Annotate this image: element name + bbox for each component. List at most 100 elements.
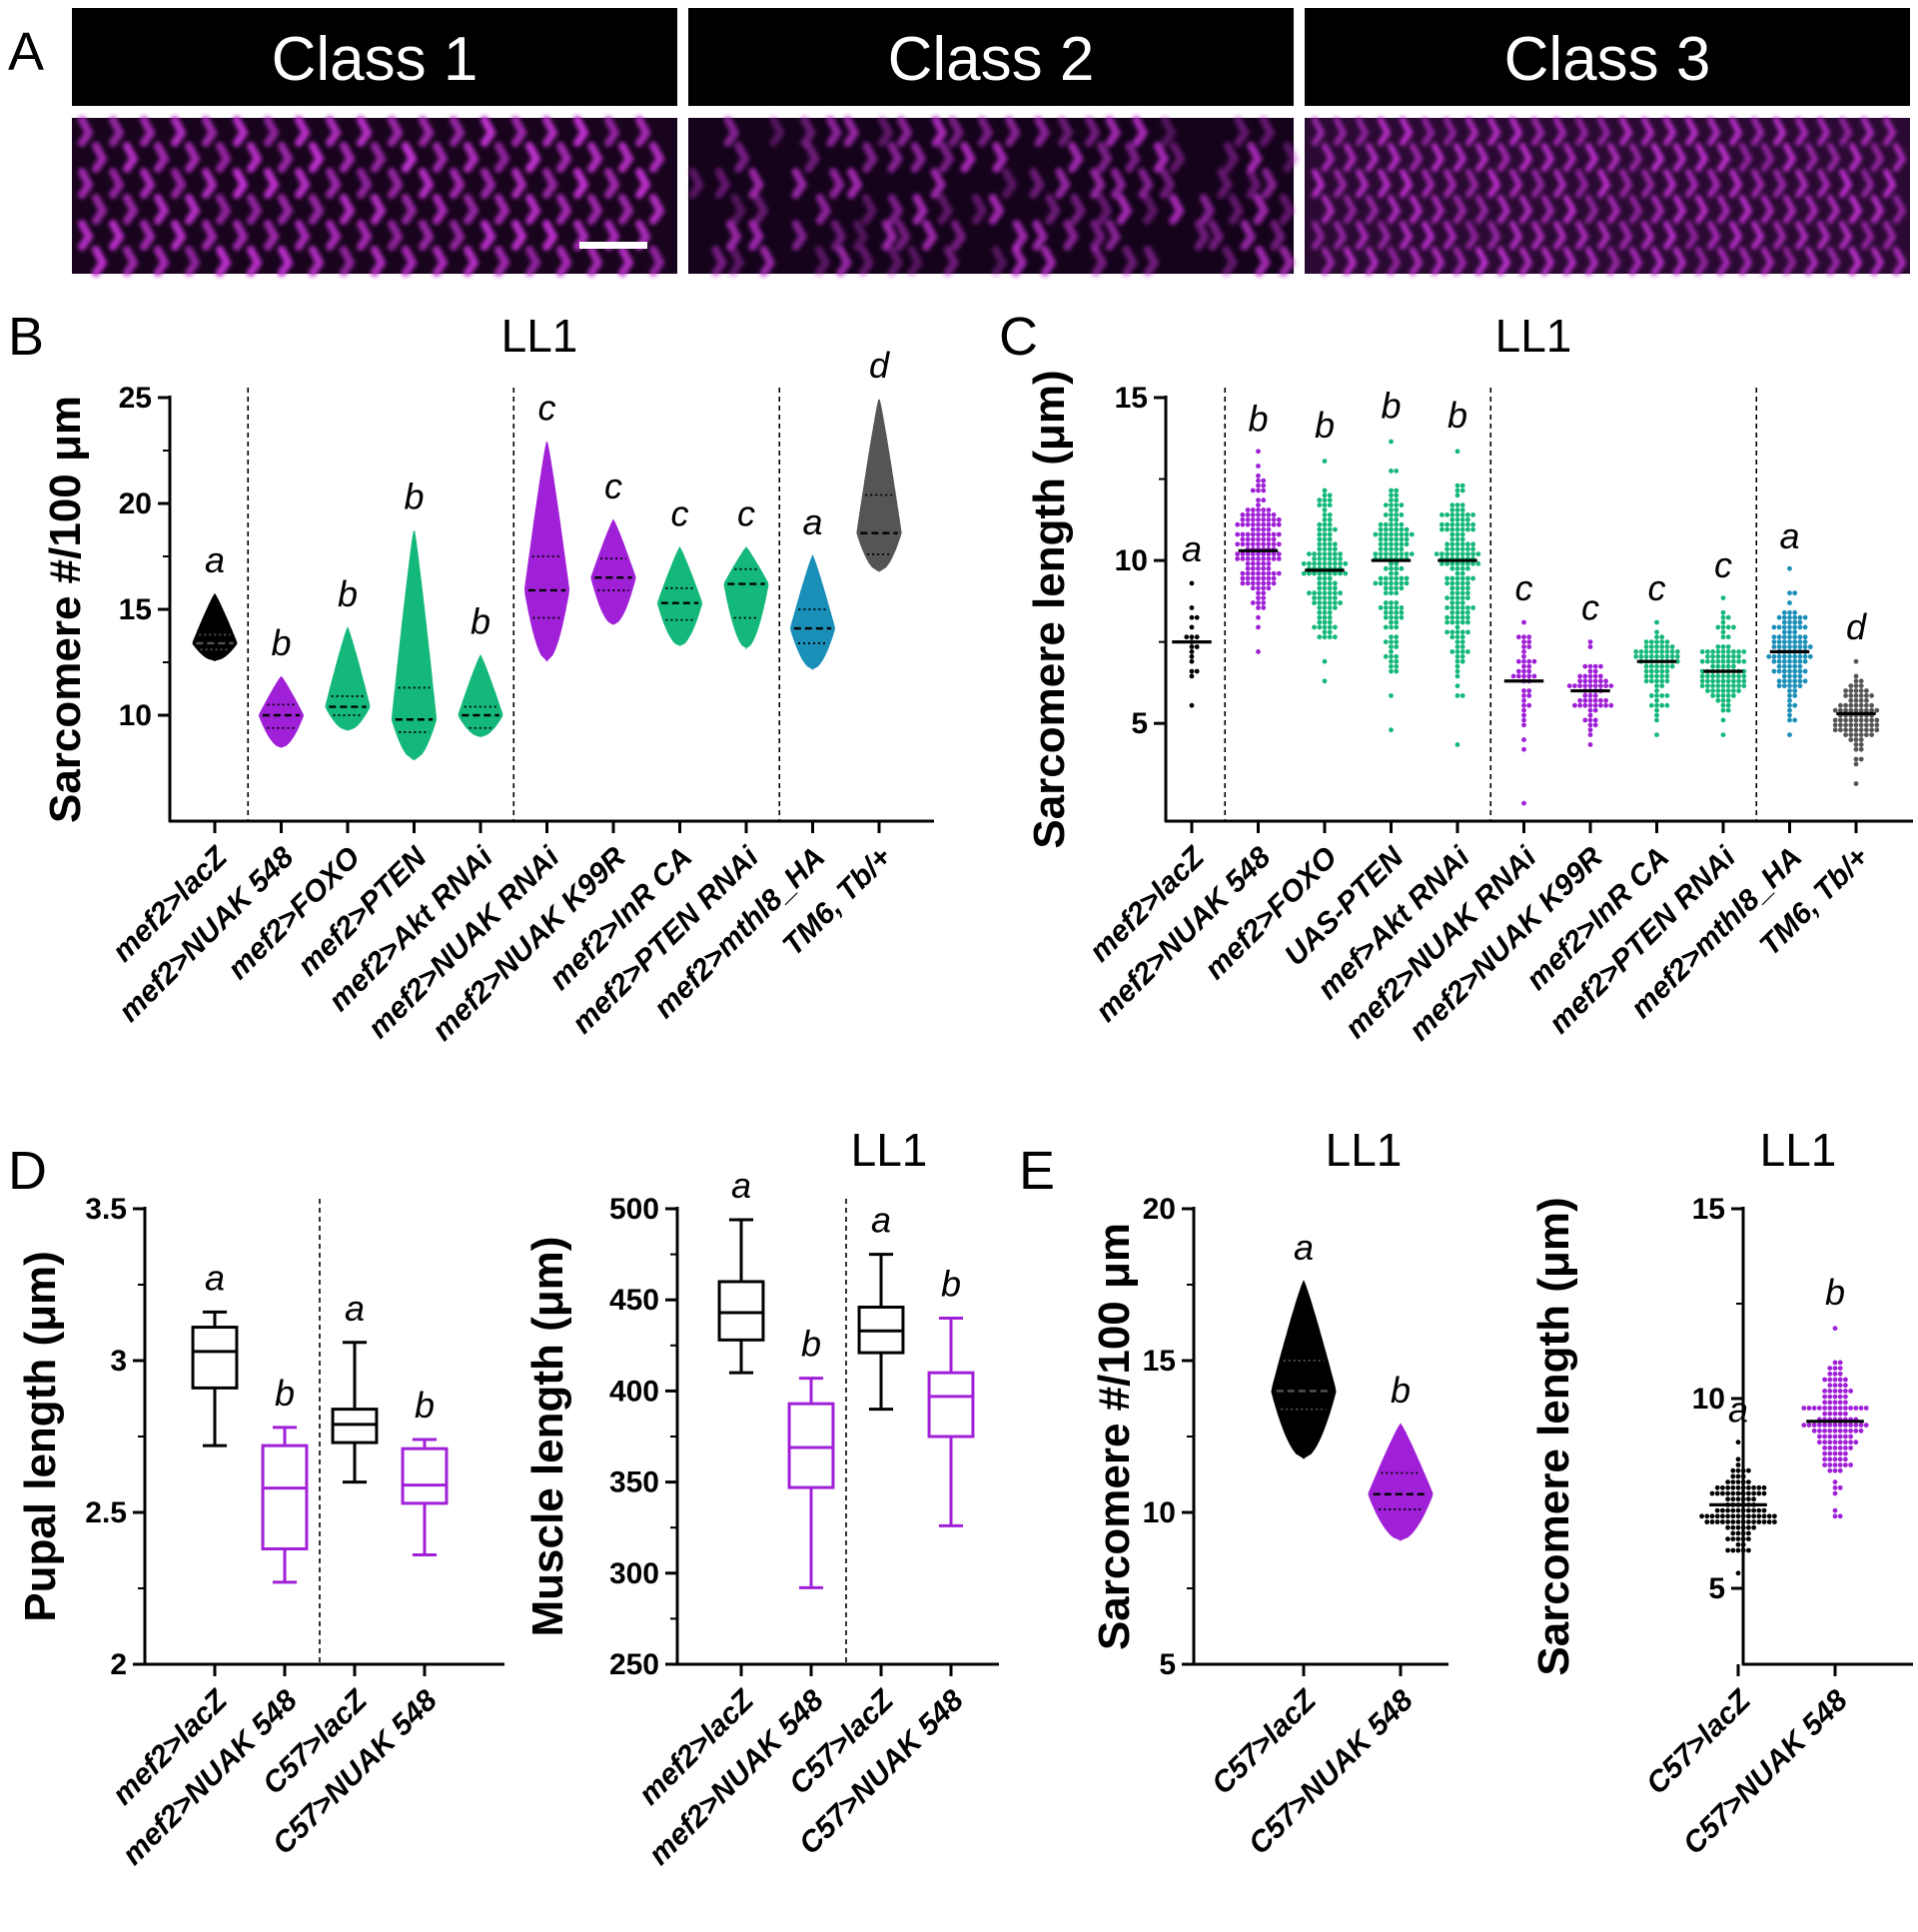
data-point — [1827, 1428, 1833, 1434]
data-point — [1322, 614, 1328, 620]
data-point — [1725, 649, 1731, 654]
striation-mark — [153, 246, 170, 277]
striation-mark — [1321, 143, 1336, 172]
data-point — [1654, 644, 1659, 649]
data-point — [1654, 707, 1659, 713]
data-point — [1587, 742, 1593, 747]
data-point — [1643, 653, 1649, 659]
data-point — [1746, 1513, 1751, 1519]
data-point — [1659, 668, 1665, 674]
data-point — [1787, 614, 1792, 620]
data-point — [1444, 546, 1449, 552]
striation-mark — [1782, 195, 1797, 224]
data-point — [1858, 702, 1864, 708]
data-point — [1454, 634, 1460, 640]
data-point — [1731, 673, 1736, 679]
data-point — [1250, 565, 1256, 571]
data-point — [1725, 1507, 1730, 1513]
data-point — [1792, 683, 1798, 688]
data-point — [1832, 1484, 1838, 1490]
data-point — [1725, 702, 1731, 708]
data-point — [1454, 483, 1460, 488]
data-point — [1322, 619, 1328, 625]
data-point — [1807, 653, 1813, 659]
data-point — [1837, 1400, 1843, 1406]
data-point — [1592, 693, 1598, 698]
data-point — [1389, 570, 1394, 576]
striation-mark — [1729, 117, 1743, 146]
striation-mark — [1751, 169, 1765, 198]
data-point — [1787, 668, 1792, 674]
striation-mark — [277, 142, 294, 173]
striation-mark — [1562, 143, 1577, 172]
striation-mark — [1861, 117, 1875, 146]
striation-mark — [91, 142, 108, 173]
data-point — [1444, 595, 1449, 600]
data-point — [1598, 702, 1603, 708]
data-point — [1853, 1406, 1859, 1411]
data-point — [1245, 521, 1251, 527]
data-point — [1858, 737, 1864, 742]
data-point — [1720, 663, 1726, 669]
data-point — [1843, 1406, 1848, 1411]
data-point — [1515, 668, 1521, 674]
data-point — [1740, 1467, 1746, 1473]
data-point — [1797, 678, 1803, 684]
striation-mark — [357, 116, 373, 147]
data-point — [1317, 536, 1323, 542]
striation-mark — [836, 246, 853, 277]
data-point — [1654, 678, 1659, 684]
striation-mark — [1222, 246, 1239, 277]
data-point — [1792, 639, 1798, 644]
data-point — [1261, 516, 1267, 522]
striation-mark — [1334, 221, 1348, 250]
data-point — [1189, 644, 1195, 649]
data-point — [1664, 673, 1670, 679]
striation-mark — [542, 168, 558, 199]
chart-title: LL1 — [1760, 1124, 1837, 1176]
data-point — [1848, 693, 1854, 698]
data-point — [1322, 521, 1328, 527]
data-point — [1843, 688, 1848, 693]
data-point — [1664, 668, 1670, 674]
data-point — [1843, 1434, 1848, 1440]
striation-mark — [1270, 220, 1287, 251]
data-point — [1389, 693, 1394, 698]
data-point — [1582, 697, 1588, 703]
striation-mark — [1365, 143, 1380, 172]
data-point — [1592, 717, 1598, 723]
data-point — [1531, 673, 1537, 679]
data-point — [1459, 521, 1465, 527]
data-point — [1797, 619, 1803, 625]
data-point — [1449, 546, 1455, 552]
data-point — [1389, 624, 1394, 630]
striation-mark — [1663, 169, 1677, 198]
significance-letter: b — [1248, 398, 1268, 439]
data-point — [1709, 1490, 1715, 1496]
striation-mark — [1005, 116, 1021, 147]
data-point — [1822, 1440, 1827, 1446]
data-point — [1454, 595, 1460, 600]
striation-mark — [326, 168, 342, 199]
striation-mark — [1105, 220, 1122, 251]
data-point — [1389, 565, 1394, 571]
significance-letter: c — [1581, 587, 1599, 628]
data-point — [1454, 526, 1460, 532]
striation-mark — [1387, 195, 1402, 224]
data-point — [1261, 575, 1267, 581]
data-point — [1741, 673, 1747, 679]
data-point — [1454, 536, 1460, 542]
data-point — [1333, 595, 1338, 600]
data-point — [1312, 595, 1317, 600]
data-point — [1771, 644, 1777, 649]
data-point — [1454, 742, 1460, 747]
data-point — [1869, 707, 1874, 713]
striation-mark — [1097, 194, 1113, 225]
data-point — [1710, 649, 1715, 654]
data-point — [1515, 658, 1521, 664]
data-point — [1664, 649, 1670, 654]
data-point — [1853, 761, 1859, 767]
data-point — [1454, 658, 1460, 664]
data-point — [1261, 595, 1267, 600]
